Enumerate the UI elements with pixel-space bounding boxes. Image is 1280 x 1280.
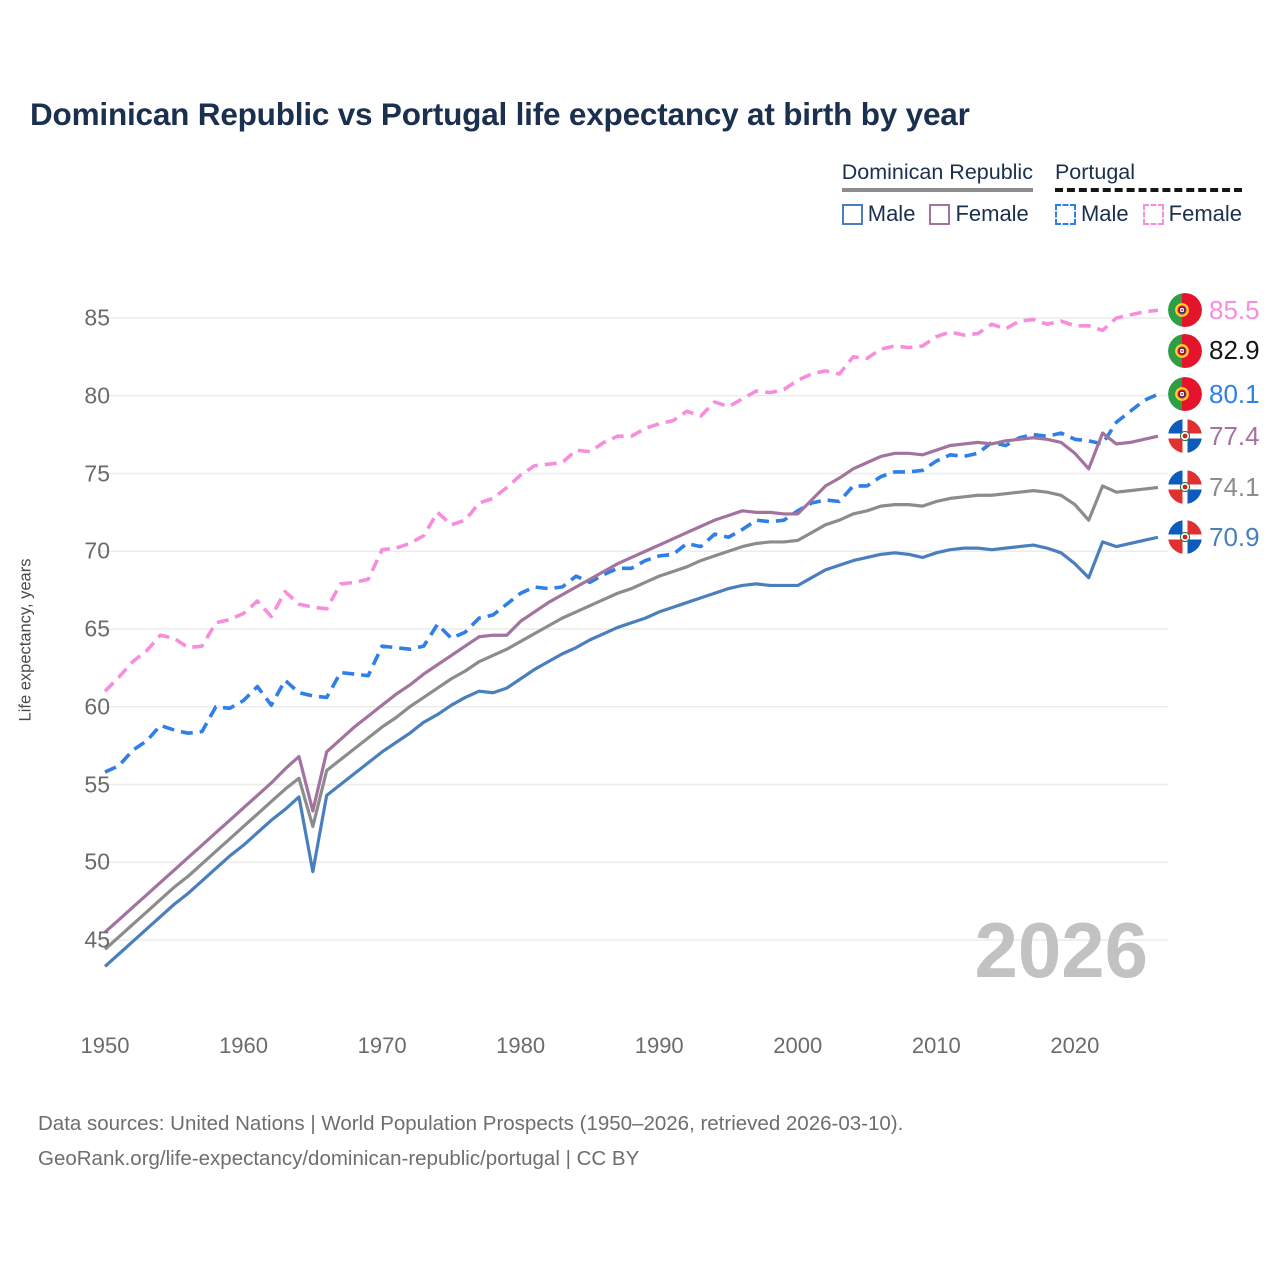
series-end-value: 80.1 xyxy=(1209,378,1260,409)
legend-item-dr-male[interactable]: Male xyxy=(841,201,916,227)
series-lines xyxy=(103,308,1159,968)
legend-item-pt-female[interactable]: Female xyxy=(1142,201,1242,227)
portugal-flag-icon xyxy=(1168,293,1202,328)
legend-label-dr-male: Male xyxy=(867,201,916,226)
legend-swatch-pt-female xyxy=(1142,203,1164,225)
series-end-label: 70.9 xyxy=(1168,520,1260,555)
page-title: Dominican Republic vs Portugal life expe… xyxy=(30,96,970,132)
y-axis-ticks: 45 50 55 60 65 70 75 80 85 xyxy=(58,0,110,1280)
y-tick-label: 70 xyxy=(84,537,110,564)
x-tick-label: 1960 xyxy=(219,1033,269,1058)
x-tick-label: 1950 xyxy=(80,1033,130,1058)
series-line xyxy=(103,431,1159,934)
chart-legend: Dominican Republic Male Female Portugal xyxy=(841,160,1242,227)
legend-group-dominican-republic: Dominican Republic Male Female xyxy=(841,160,1033,227)
portugal-flag-icon xyxy=(1168,377,1202,412)
legend-groups: Dominican Republic Male Female Portugal xyxy=(841,160,1242,227)
legend-swatch-dr-male xyxy=(841,203,863,225)
series-end-value: 85.5 xyxy=(1209,294,1260,325)
y-tick-label: 45 xyxy=(84,926,110,953)
series-line xyxy=(103,484,1159,951)
series-end-label: 85.5 xyxy=(1168,293,1260,328)
legend-label-pt-male: Male xyxy=(1080,201,1129,226)
x-tick-label: 1980 xyxy=(496,1033,546,1058)
legend-rule-solid xyxy=(841,188,1033,192)
y-axis-title: Life expectancy, years xyxy=(16,558,35,722)
series-line xyxy=(104,392,1159,774)
y-tick-label: 60 xyxy=(84,693,110,720)
y-tick-label: 80 xyxy=(84,382,110,409)
y-tick-label: 65 xyxy=(84,615,110,642)
legend-items-dominican-republic: Male Female xyxy=(841,201,1029,227)
dominican-republic-flag-icon xyxy=(1168,520,1202,555)
legend-swatch-dr-female xyxy=(929,203,951,225)
legend-swatch-pt-male xyxy=(1054,203,1076,225)
legend-label-pt-female: Female xyxy=(1168,201,1242,226)
x-tick-label: 2020 xyxy=(1050,1033,1100,1058)
series-end-value: 77.4 xyxy=(1209,420,1260,451)
series-end-value: 74.1 xyxy=(1209,471,1260,502)
year-watermark: 2026 xyxy=(974,906,1148,994)
series-end-label: 80.1 xyxy=(1168,377,1260,412)
x-tick-label: 2010 xyxy=(911,1033,961,1058)
series-end-value: 70.9 xyxy=(1209,521,1260,552)
series-end-value: 82.9 xyxy=(1209,335,1260,366)
footer-line-2: GeoRank.org/life-expectancy/dominican-re… xyxy=(38,1147,640,1171)
footer-line-1: Data sources: United Nations | World Pop… xyxy=(38,1112,904,1135)
dominican-republic-flag-icon xyxy=(1168,419,1202,454)
x-tick-label: 1990 xyxy=(634,1033,684,1058)
series-line xyxy=(103,308,1159,693)
footer-attribution: Data sources: United Nations | World Pop… xyxy=(38,1106,903,1177)
y-tick-label: 75 xyxy=(84,460,110,486)
legend-group-title-dominican-republic: Dominican Republic xyxy=(841,160,1033,184)
dominican-republic-flag-icon xyxy=(1168,470,1202,505)
legend-item-pt-male[interactable]: Male xyxy=(1054,201,1129,227)
legend-group-portugal: Portugal Male Female xyxy=(1054,160,1242,227)
x-tick-label: 2000 xyxy=(773,1033,823,1058)
legend-label-dr-female: Female xyxy=(955,201,1029,226)
legend-items-portugal: Male Female xyxy=(1054,201,1242,227)
series-end-label: 82.9 xyxy=(1168,333,1260,368)
y-tick-label: 55 xyxy=(84,771,110,797)
gridlines xyxy=(100,317,1168,941)
x-tick-label: 1970 xyxy=(357,1033,407,1058)
legend-item-dr-female[interactable]: Female xyxy=(929,201,1029,227)
legend-group-title-portugal: Portugal xyxy=(1054,160,1136,184)
series-line xyxy=(103,535,1159,968)
portugal-flag-icon xyxy=(1168,333,1202,368)
y-tick-label: 50 xyxy=(84,848,110,875)
series-end-label: 74.1 xyxy=(1168,470,1260,505)
y-tick-label: 85 xyxy=(84,304,110,331)
series-end-label: 77.4 xyxy=(1168,419,1260,454)
legend-rule-dashed xyxy=(1054,188,1242,192)
